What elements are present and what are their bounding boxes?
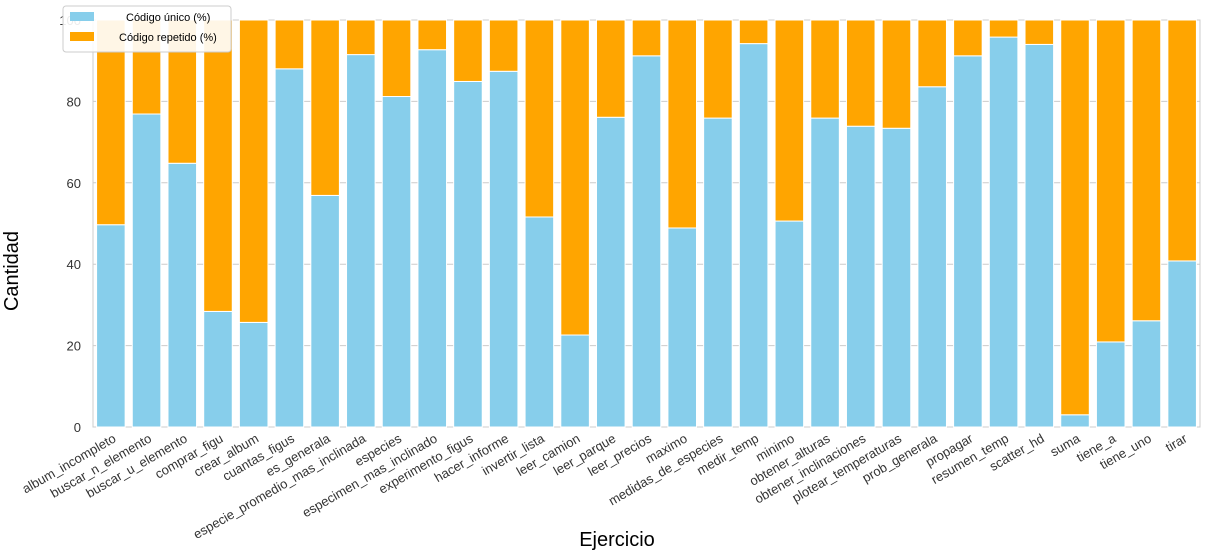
bar-codigo-repetido-experimento_figus: [453, 19, 483, 82]
y-axis-title: Cantidad: [1, 231, 23, 311]
bar-codigo-repetido-especimen_mas_inclinado: [417, 19, 448, 51]
bar-codigo-repetido-obtener_inclinaciones: [845, 19, 876, 127]
legend-box: [62, 5, 232, 53]
bar-codigo-repetido-scatter_hd: [1024, 19, 1055, 45]
bar-codigo-repetido-suma: [1060, 19, 1090, 416]
bar-codigo-unico-tirar: [1167, 260, 1197, 428]
bar-codigo-unico-propagar: [953, 55, 983, 428]
bar-codigo-unico-especie_promedio_mas_inclinada: [346, 54, 376, 428]
bar-codigo-repetido-resumen_temp: [988, 19, 1019, 38]
bar-codigo-unico-minimo: [774, 220, 805, 428]
bar-codigo-repetido-hacer_informe: [488, 19, 519, 72]
bar-codigo-repetido-leer_parque: [596, 19, 626, 118]
bar-codigo-repetido-cuantas_figus: [274, 19, 305, 70]
bar-codigo-unico-leer_parque: [596, 116, 626, 428]
bar-codigo-repetido-especie_promedio_mas_inclinada: [346, 19, 376, 56]
bar-codigo-unico-medidas_de_especies: [703, 117, 733, 428]
bar-codigo-unico-leer_precios: [631, 55, 662, 428]
bar-codigo-repetido-invertir_lista: [524, 19, 555, 218]
bar-codigo-repetido-obtener_alturas: [810, 19, 840, 119]
bar-codigo-repetido-comprar_figu: [203, 19, 233, 312]
bar-codigo-repetido-tiene_a: [1095, 19, 1126, 343]
bar-codigo-unico-obtener_inclinaciones: [845, 125, 876, 428]
bar-codigo-unico-scatter_hd: [1024, 43, 1055, 428]
bar-codigo-repetido-medidas_de_especies: [703, 19, 733, 119]
bar-codigo-repetido-minimo: [774, 19, 805, 222]
y-tick-label: 20: [67, 339, 81, 354]
bar-codigo-repetido-leer_precios: [631, 19, 662, 57]
bar-codigo-unico-es_generala: [310, 194, 340, 428]
bar-codigo-unico-resumen_temp: [988, 36, 1019, 428]
bar-codigo-unico-prob_generala: [917, 86, 947, 428]
bar-codigo-unico-comprar_figu: [203, 310, 233, 428]
bar-codigo-repetido-plotear_temperaturas: [881, 19, 912, 129]
legend-label-codigo-unico: Código único (%): [126, 12, 210, 24]
y-tick-label: 60: [67, 176, 81, 191]
bar-codigo-repetido-medir_temp: [738, 19, 769, 45]
bar-codigo-unico-especies: [381, 96, 412, 428]
bar-codigo-unico-tiene_uno: [1131, 320, 1162, 428]
bar-codigo-repetido-leer_camion: [560, 19, 590, 336]
bar-codigo-repetido-tiene_uno: [1131, 19, 1162, 322]
bar-codigo-unico-suma: [1060, 414, 1090, 428]
y-tick-label: 80: [67, 94, 81, 109]
y-tick-label: 0: [74, 420, 81, 435]
bar-codigo-repetido-es_generala: [310, 19, 340, 196]
bar-codigo-repetido-maximo: [667, 19, 697, 229]
bar-codigo-repetido-propagar: [953, 19, 983, 57]
bar-codigo-unico-maximo: [667, 227, 697, 428]
bar-codigo-unico-crear_album: [238, 321, 269, 428]
bar-codigo-repetido-especies: [381, 19, 412, 98]
legend-label-codigo-repetido: Código repetido (%): [119, 32, 217, 44]
legend: Código único (%) Código repetido (%): [62, 5, 232, 53]
y-tick-label: 40: [67, 257, 81, 272]
bar-codigo-unico-medir_temp: [738, 43, 769, 428]
bar-codigo-unico-cuantas_figus: [274, 68, 305, 428]
bar-codigo-repetido-crear_album: [238, 19, 269, 323]
bar-codigo-unico-album_incompleto: [96, 224, 126, 428]
bar-codigo-unico-hacer_informe: [488, 70, 519, 428]
bar-codigo-repetido-tirar: [1167, 19, 1197, 262]
bar-codigo-unico-obtener_alturas: [810, 117, 840, 428]
bars-group: [96, 19, 1197, 428]
bar-codigo-repetido-album_incompleto: [96, 19, 126, 226]
bar-codigo-unico-leer_camion: [560, 334, 590, 428]
bar-codigo-unico-plotear_temperaturas: [881, 127, 912, 428]
bar-codigo-unico-tiene_a: [1095, 341, 1126, 428]
bar-codigo-unico-invertir_lista: [524, 216, 555, 428]
legend-swatch-codigo-repetido: [70, 32, 94, 41]
bar-codigo-unico-especimen_mas_inclinado: [417, 49, 448, 428]
bar-codigo-repetido-prob_generala: [917, 19, 947, 88]
legend-swatch-codigo-unico: [70, 12, 94, 21]
x-axis-title: Ejercicio: [579, 529, 655, 551]
bar-codigo-unico-experimento_figus: [453, 80, 483, 428]
bar-codigo-unico-buscar_n_elemento: [131, 113, 162, 428]
bar-codigo-unico-buscar_u_elemento: [167, 162, 198, 428]
